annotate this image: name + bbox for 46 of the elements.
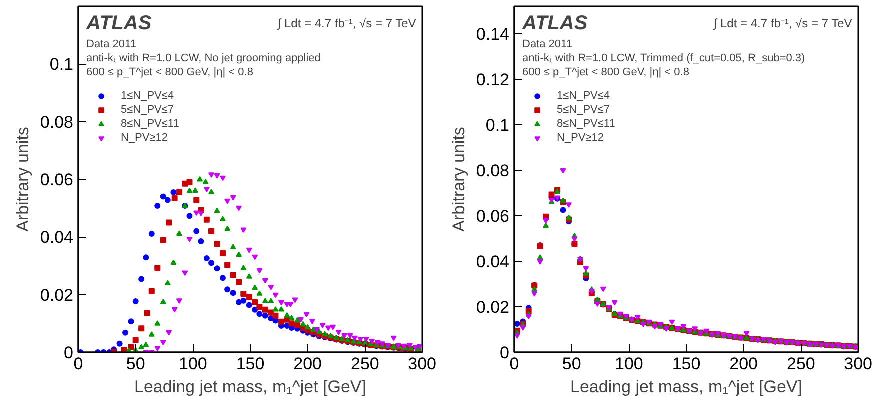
x-axis-title: Leading jet mass, m₁^jet [GeV] [570, 378, 802, 396]
x-axis-title: Leading jet mass, m₁^jet [GeV] [134, 378, 366, 396]
x-tick-label: 300 [844, 354, 873, 374]
x-tick-label: 200 [730, 354, 758, 374]
x-tick-label: 100 [614, 354, 644, 374]
legend-label: N_PV≥12 [557, 132, 604, 144]
annotation: ATLAS [522, 12, 588, 34]
legend-label: N_PV≥12 [121, 132, 168, 144]
x-tick-label: 250 [786, 354, 816, 374]
legend-label: 5≤N_PV≤7 [121, 104, 174, 116]
legend-label: 1≤N_PV≤4 [557, 90, 610, 102]
legend-label: 5≤N_PV≤7 [557, 104, 610, 116]
x-tick-label: 100 [178, 354, 208, 374]
annotation: 600 ≤ p_T^jet < 800 GeV, |η| < 0.8 [522, 66, 690, 78]
annotation: Data 2011 [522, 38, 572, 50]
y-tick-label: 0.14 [476, 24, 510, 44]
y-tick-label: 0.04 [476, 252, 510, 272]
y-axis-title: Arbitrary units [13, 127, 32, 232]
y-tick-label: 0.08 [40, 112, 74, 132]
y-tick-label: 0.08 [476, 161, 510, 180]
x-tick-label: 50 [562, 354, 582, 374]
annotation: 600 ≤ p_T^jet < 800 GeV, |η| < 0.8 [86, 66, 254, 78]
y-tick-label: 0.06 [476, 206, 510, 226]
annotation: anti-kₜ with R=1.0 LCW, No jet grooming applied [86, 52, 321, 64]
annotation: ∫ Ldt = 4.7 fb⁻¹, √s = 7 TeV [276, 16, 416, 30]
x-tick-label: 150 [672, 354, 701, 374]
annotation: ∫ Ldt = 4.7 fb⁻¹, √s = 7 TeV [712, 16, 852, 30]
annotation: Data 2011 [86, 38, 136, 50]
legend-label: 8≤N_PV≤11 [557, 118, 616, 130]
x-tick-label: 250 [350, 354, 380, 374]
y-tick-label: 0.04 [40, 228, 74, 248]
annotation: anti-kₜ with R=1.0 LCW, Trimmed (f_cut=0.05, R_sub=0.3) [522, 52, 806, 64]
y-tick-label: 0.12 [476, 70, 510, 90]
legend-label: 1≤N_PV≤4 [121, 90, 174, 102]
x-tick-label: 150 [236, 354, 265, 374]
legend-label: 8≤N_PV≤11 [121, 118, 180, 130]
y-tick-label: 0.02 [40, 286, 74, 305]
y-axis-title: Arbitrary units [449, 127, 468, 232]
y-tick-label: 0.02 [476, 298, 510, 317]
y-tick-label: 0.1 [486, 116, 510, 135]
y-tick-label: 0.1 [50, 55, 74, 74]
x-tick-label: 50 [126, 354, 146, 374]
y-tick-label: 0.06 [40, 170, 74, 190]
annotation: ATLAS [86, 12, 152, 34]
x-tick-label: 300 [408, 354, 437, 374]
x-tick-label: 200 [294, 354, 322, 374]
